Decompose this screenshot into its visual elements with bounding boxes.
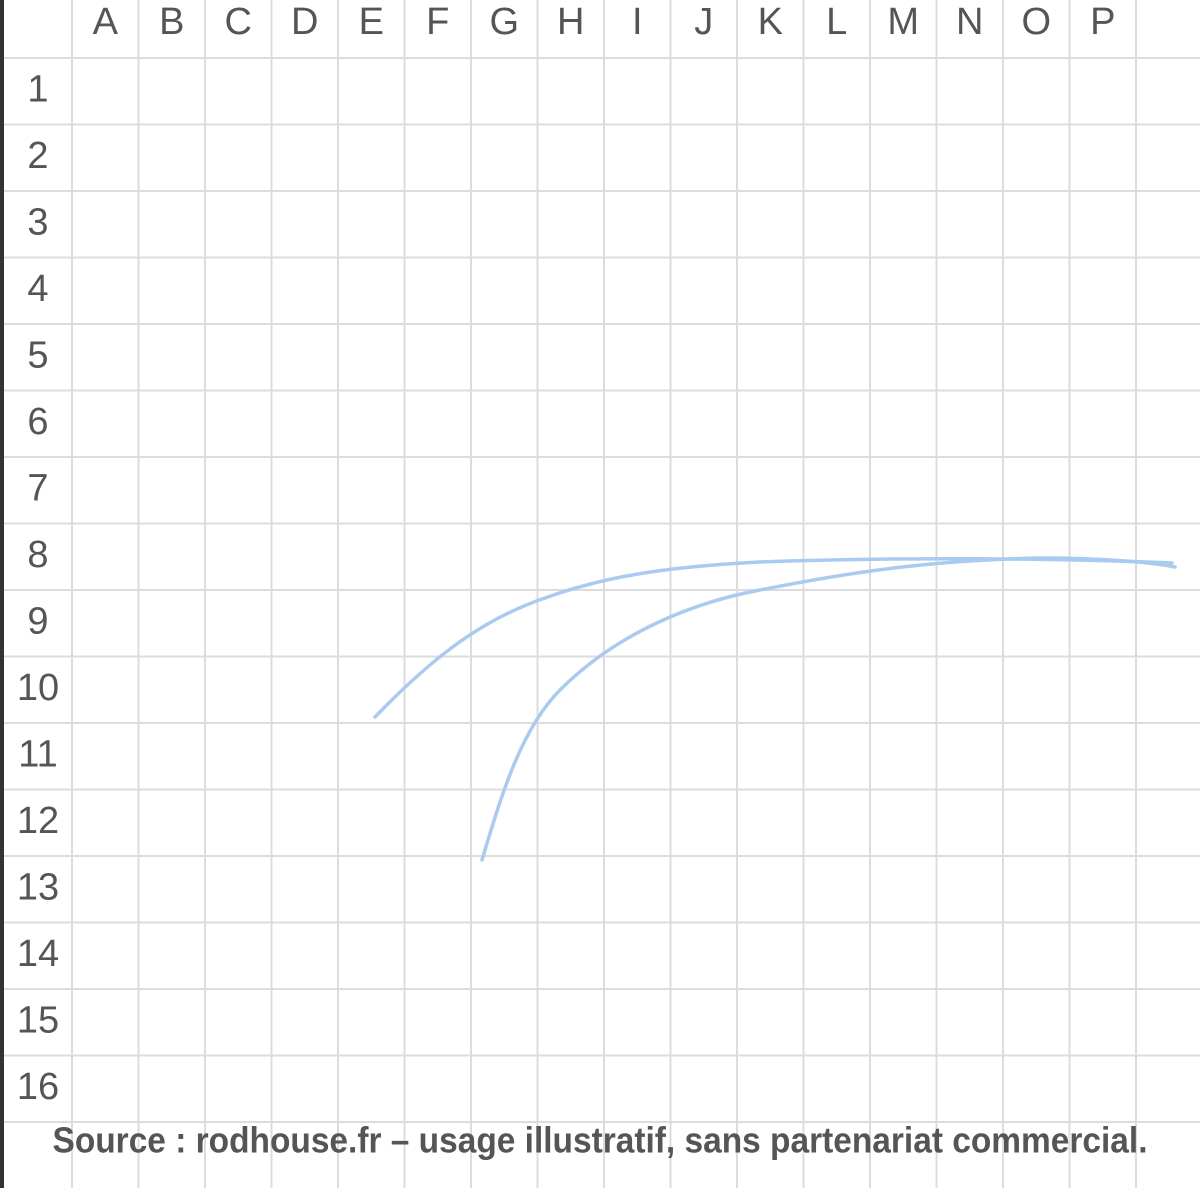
column-header: F xyxy=(426,1,449,43)
column-header: I xyxy=(632,1,643,43)
column-header: D xyxy=(291,1,318,43)
row-header: 6 xyxy=(27,401,48,443)
column-header: E xyxy=(359,1,384,43)
row-header: 2 xyxy=(27,135,48,177)
row-header: 14 xyxy=(17,933,59,975)
row-header: 11 xyxy=(18,733,57,775)
row-header: 9 xyxy=(27,600,48,642)
column-header: B xyxy=(159,1,184,43)
column-header: A xyxy=(93,1,119,43)
row-header: 3 xyxy=(27,201,48,243)
column-header: N xyxy=(956,1,983,43)
column-header: M xyxy=(887,1,919,43)
column-header: L xyxy=(826,1,847,43)
row-header: 16 xyxy=(17,1066,59,1108)
row-header: 1 xyxy=(27,68,48,110)
row-header: 15 xyxy=(17,999,59,1041)
row-header: 12 xyxy=(17,800,59,842)
source-note: Source : rodhouse.fr – usage illustratif… xyxy=(53,1120,1148,1161)
column-header: H xyxy=(557,1,584,43)
column-header: P xyxy=(1090,1,1115,43)
curve xyxy=(480,556,1177,862)
row-header: 10 xyxy=(17,667,59,709)
left-edge xyxy=(0,0,4,1188)
column-header: G xyxy=(489,1,519,43)
column-header: J xyxy=(694,1,713,43)
row-header: 13 xyxy=(17,866,59,908)
row-header: 4 xyxy=(27,268,48,310)
row-header: 5 xyxy=(27,334,48,376)
column-header: O xyxy=(1021,1,1051,43)
column-header: K xyxy=(758,1,783,43)
column-header: C xyxy=(225,1,252,43)
row-header: 7 xyxy=(27,467,48,509)
row-header: 8 xyxy=(27,534,48,576)
